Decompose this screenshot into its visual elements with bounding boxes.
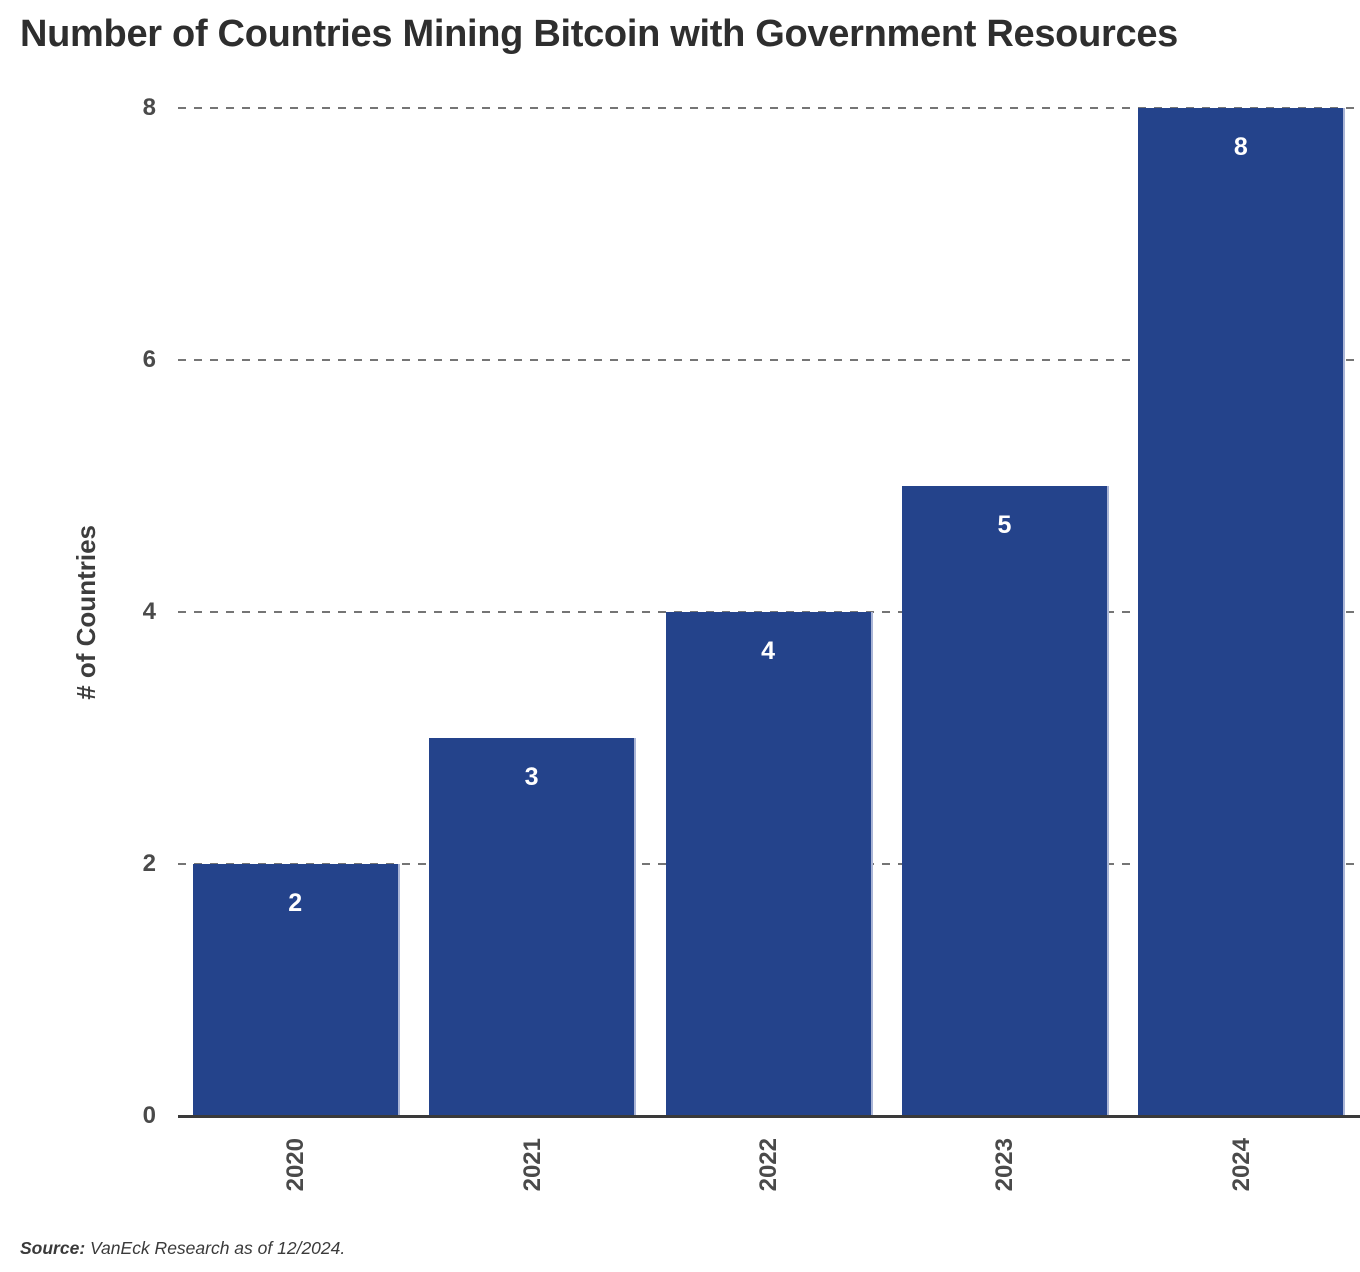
bar-2023: 5 bbox=[901, 486, 1109, 1116]
y-axis-title-wrap: # of Countries bbox=[64, 108, 108, 1116]
x-axis-line bbox=[178, 1115, 1360, 1118]
bar-slot-2020: 2 2020 bbox=[178, 108, 414, 1191]
y-tick-label-2: 2 bbox=[142, 850, 156, 877]
y-axis-title: # of Countries bbox=[70, 524, 101, 700]
plot-area: 2 2020 3 2021 4 2022 5 2023 8 2024 bbox=[178, 107, 1360, 1191]
x-tick-label-2020: 2020 bbox=[282, 1138, 310, 1192]
bar-value-label-2023: 5 bbox=[997, 511, 1012, 539]
bar-2021: 3 bbox=[429, 738, 637, 1116]
bar-2020: 2 bbox=[192, 864, 400, 1116]
source-text: VanEck Research as of 12/2024. bbox=[90, 1238, 346, 1258]
bar-value-label-2021: 3 bbox=[524, 763, 539, 791]
source-label: Source: bbox=[20, 1238, 86, 1258]
gridline-8 bbox=[178, 107, 1360, 109]
bar-slot-2022: 4 2022 bbox=[651, 108, 887, 1191]
chart-title: Number of Countries Mining Bitcoin with … bbox=[20, 13, 1178, 55]
bar-value-label-2022: 4 bbox=[761, 637, 775, 665]
bars: 2 2020 3 2021 4 2022 5 2023 8 2024 bbox=[178, 108, 1360, 1191]
bar-value-label-2024: 8 bbox=[1233, 133, 1248, 161]
source-line: Source: VanEck Research as of 12/2024. bbox=[20, 1238, 345, 1259]
bar-slot-2024: 8 2024 bbox=[1124, 108, 1360, 1191]
y-tick-label-6: 6 bbox=[142, 346, 156, 373]
x-tick-label-2023: 2023 bbox=[991, 1138, 1019, 1192]
x-tick-label-2021: 2021 bbox=[518, 1138, 546, 1192]
bar-2022: 4 bbox=[665, 612, 873, 1116]
bar-value-label-2020: 2 bbox=[288, 889, 303, 917]
y-tick-label-4: 4 bbox=[142, 598, 156, 625]
bar-2024: 8 bbox=[1138, 108, 1346, 1116]
y-tick-label-0: 0 bbox=[142, 1102, 156, 1129]
y-tick-label-8: 8 bbox=[142, 94, 156, 121]
gridline-6 bbox=[178, 359, 1360, 361]
bar-slot-2023: 5 2023 bbox=[887, 108, 1123, 1191]
bar-slot-2021: 3 2021 bbox=[414, 108, 650, 1191]
x-tick-label-2022: 2022 bbox=[754, 1138, 782, 1192]
y-tick-labels: 0 2 4 6 8 bbox=[118, 94, 156, 1129]
x-tick-label-2024: 2024 bbox=[1227, 1138, 1255, 1192]
